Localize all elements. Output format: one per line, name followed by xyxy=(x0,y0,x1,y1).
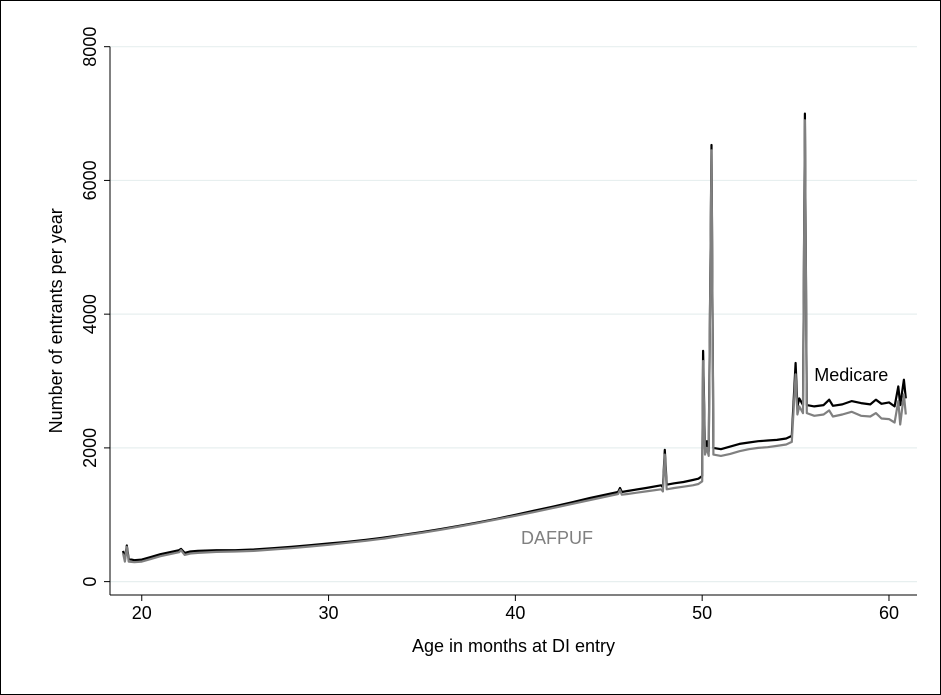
annotation-medicare: Medicare xyxy=(814,365,888,385)
series-line-medicare xyxy=(122,112,907,562)
x-tick-label: 30 xyxy=(319,603,339,623)
annotation-dafpuf: DAFPUF xyxy=(521,528,593,548)
x-ticks: 20 30 40 50 60 xyxy=(132,595,899,623)
x-tick-label: 20 xyxy=(132,603,152,623)
x-tick-label: 50 xyxy=(692,603,712,623)
y-ticks: 0 2000 4000 6000 8000 xyxy=(80,27,110,587)
axes xyxy=(109,46,917,596)
x-axis-title: Age in months at DI entry xyxy=(412,636,615,656)
y-tick-label: 2000 xyxy=(80,428,100,468)
series-lines xyxy=(122,112,907,564)
y-axis-title: Number of entrants per year xyxy=(46,208,66,433)
y-tick-label: 0 xyxy=(80,577,100,587)
y-tick-label: 6000 xyxy=(80,160,100,200)
x-tick-label: 40 xyxy=(505,603,525,623)
series-line-dafpuf xyxy=(122,119,907,564)
y-tick-label: 8000 xyxy=(80,27,100,67)
x-tick-label: 60 xyxy=(879,603,899,623)
y-tick-label: 4000 xyxy=(80,294,100,334)
gridlines xyxy=(110,46,917,583)
